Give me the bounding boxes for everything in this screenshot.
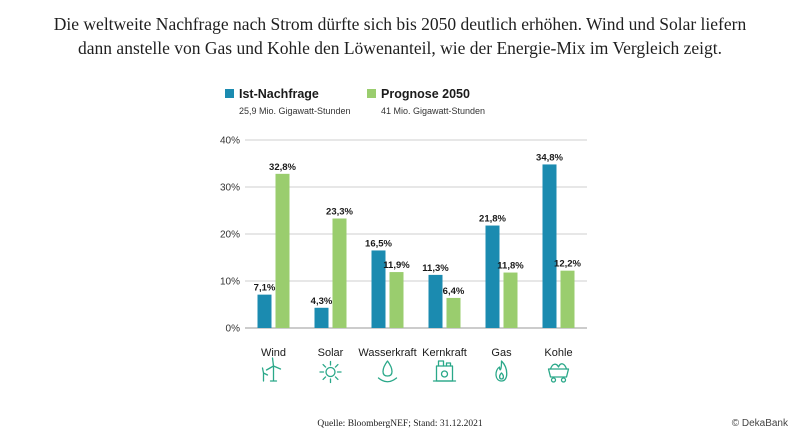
- legend: Ist-Nachfrage 25,9 Mio. Gigawatt-Stunden P…: [225, 87, 485, 116]
- legend-swatch: [367, 89, 376, 98]
- value-label-prognose-2050-kohle: 12,2%: [554, 259, 581, 270]
- legend-sublabel: 25,9 Mio. Gigawatt-Stunden: [239, 106, 351, 116]
- y-axis-ticks: 0% 10% 20% 30% 40%: [220, 136, 240, 335]
- flame-icon: [495, 360, 508, 382]
- category-labels: Wind Solar Wasserkraft Kernkraft Gas Kohle: [261, 347, 573, 359]
- legend-swatch: [225, 89, 234, 98]
- bar-ist-nachfrage-wasserkraft: [371, 250, 386, 328]
- category-label-kernkraft: Kernkraft: [422, 347, 467, 359]
- category-label-solar: Solar: [318, 347, 344, 359]
- value-label-ist-nachfrage-gas: 21,8%: [479, 214, 506, 225]
- y-tick-label: 40%: [220, 136, 240, 147]
- bar-ist-nachfrage-wind: [257, 294, 272, 328]
- bar-ist-nachfrage-kohle: [542, 164, 557, 328]
- value-label-ist-nachfrage-kernkraft: 11,3%: [422, 263, 449, 274]
- source-note: Quelle: BloombergNEF; Stand: 31.12.2021: [317, 419, 483, 429]
- coal-cart-icon: [547, 363, 570, 383]
- value-label-prognose-2050-kernkraft: 6,4%: [443, 286, 465, 297]
- legend-label: Prognose 2050: [381, 87, 470, 101]
- value-label-ist-nachfrage-kohle: 34,8%: [536, 152, 563, 163]
- value-label-ist-nachfrage-solar: 4,3%: [311, 296, 333, 307]
- value-label-ist-nachfrage-wind: 7,1%: [254, 283, 276, 294]
- bars: [257, 164, 575, 328]
- bar-ist-nachfrage-kernkraft: [428, 274, 443, 328]
- y-tick-label: 0%: [226, 324, 241, 335]
- category-label-wasserkraft: Wasserkraft: [358, 347, 416, 359]
- value-label-ist-nachfrage-wasserkraft: 16,5%: [365, 238, 392, 249]
- y-tick-label: 10%: [220, 277, 240, 288]
- brand-label: © DekaBank: [732, 418, 789, 429]
- value-label-prognose-2050-wasserkraft: 11,9%: [383, 260, 410, 271]
- nuclear-plant-icon: [432, 360, 457, 382]
- value-label-prognose-2050-wind: 32,8%: [269, 162, 296, 173]
- water-drop-icon: [377, 360, 398, 383]
- category-label-gas: Gas: [491, 347, 512, 359]
- value-label-prognose-2050-solar: 23,3%: [326, 206, 353, 217]
- wind-turbine-icon: [261, 357, 282, 382]
- legend-sublabel: 41 Mio. Gigawatt-Stunden: [381, 106, 485, 116]
- bar-prognose-2050-kohle: [560, 270, 575, 328]
- value-labels: 7,1% 32,8% 4,3% 23,3% 16,5% 11,9% 11,3% 6,4% 21,…: [254, 152, 582, 306]
- y-tick-label: 20%: [220, 230, 240, 241]
- category-label-kohle: Kohle: [544, 347, 572, 359]
- bar-prognose-2050-solar: [332, 218, 347, 328]
- category-label-wind: Wind: [261, 347, 286, 359]
- legend-item-prognose-2050: Prognose 2050 41 Mio. Gigawatt-Stunden: [367, 87, 485, 116]
- value-label-prognose-2050-gas: 11,8%: [497, 261, 524, 272]
- bar-ist-nachfrage-solar: [314, 307, 329, 328]
- bar-prognose-2050-wind: [275, 173, 290, 328]
- gridlines: [245, 139, 587, 329]
- bar-prognose-2050-gas: [503, 272, 518, 328]
- bar-ist-nachfrage-gas: [485, 225, 500, 328]
- headline-line-2: dann anstelle von Gas und Kohle den Löwe…: [78, 38, 722, 58]
- legend-label: Ist-Nachfrage: [239, 87, 319, 101]
- chart-headline: Die weltweite Nachfrage nach Strom dürft…: [20, 12, 780, 60]
- headline-line-1: Die weltweite Nachfrage nach Strom dürft…: [53, 14, 747, 34]
- legend-item-ist-nachfrage: Ist-Nachfrage 25,9 Mio. Gigawatt-Stunden: [225, 87, 351, 116]
- category-icons: [261, 357, 570, 384]
- y-tick-label: 30%: [220, 183, 240, 194]
- sun-icon: [319, 360, 342, 384]
- bar-prognose-2050-wasserkraft: [389, 272, 404, 328]
- bar-prognose-2050-kernkraft: [446, 297, 461, 328]
